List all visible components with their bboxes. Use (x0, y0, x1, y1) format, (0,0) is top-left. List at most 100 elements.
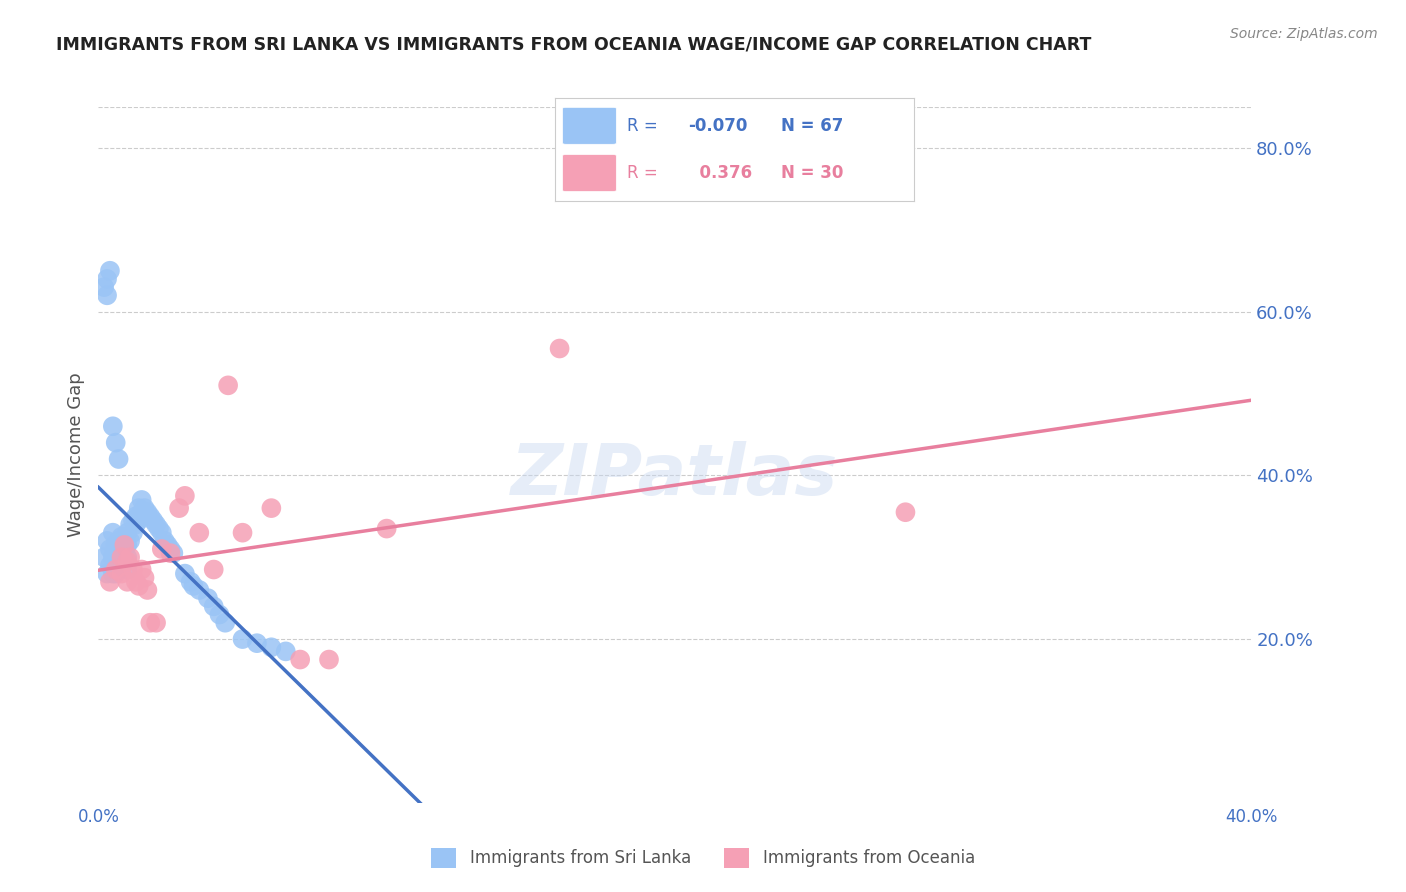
Point (117, 550, 139, 565)
Point (98, 574, 121, 589)
Point (188, 525, 211, 540)
Point (260, 501, 283, 516)
Point (145, 517, 167, 532)
Point (125, 574, 148, 589)
Point (117, 562, 139, 576)
Point (104, 435, 127, 450)
Point (139, 615, 162, 630)
Text: N = 30: N = 30 (782, 164, 844, 182)
Point (134, 501, 156, 516)
Point (246, 636, 269, 650)
Point (128, 501, 150, 516)
Point (162, 546, 184, 560)
Point (290, 652, 312, 666)
Point (96, 272, 118, 286)
Point (107, 562, 129, 576)
Point (260, 640, 283, 655)
Point (128, 579, 150, 593)
Point (231, 525, 254, 540)
Point (117, 525, 139, 540)
Text: N = 67: N = 67 (782, 117, 844, 135)
Point (96, 288, 118, 302)
Point (150, 542, 173, 557)
Point (104, 566, 127, 581)
Point (142, 513, 165, 527)
Point (122, 513, 145, 527)
Point (117, 574, 139, 589)
Point (98, 558, 121, 573)
Point (120, 550, 142, 565)
Point (117, 538, 139, 552)
Point (148, 522, 170, 536)
Point (167, 501, 190, 516)
Point (131, 562, 153, 576)
Point (101, 419, 124, 434)
Legend: Immigrants from Sri Lanka, Immigrants from Oceania: Immigrants from Sri Lanka, Immigrants fr… (425, 841, 981, 875)
Point (110, 550, 132, 565)
Point (122, 525, 145, 540)
Point (183, 579, 205, 593)
Point (208, 607, 231, 622)
Point (150, 525, 173, 540)
Point (93, 280, 115, 294)
Point (110, 566, 132, 581)
Point (153, 533, 176, 548)
Point (202, 562, 225, 576)
Point (101, 550, 124, 565)
Point (134, 509, 156, 524)
Point (104, 538, 127, 552)
Point (156, 538, 179, 552)
Point (107, 546, 129, 560)
Point (107, 533, 129, 548)
Point (110, 554, 132, 568)
Text: -0.070: -0.070 (688, 117, 748, 135)
Point (110, 550, 132, 565)
Point (375, 522, 398, 536)
Point (217, 378, 239, 392)
Text: IMMIGRANTS FROM SRI LANKA VS IMMIGRANTS FROM OCEANIA WAGE/INCOME GAP CORRELATION: IMMIGRANTS FROM SRI LANKA VS IMMIGRANTS … (56, 36, 1091, 54)
Point (107, 452, 129, 467)
Point (159, 542, 181, 557)
Point (894, 505, 917, 519)
Point (128, 513, 150, 527)
Point (202, 599, 225, 614)
Point (96, 533, 118, 548)
Point (214, 615, 236, 630)
Point (180, 574, 202, 589)
Point (125, 509, 148, 524)
Point (159, 546, 181, 560)
Point (101, 566, 124, 581)
Point (134, 571, 156, 585)
Point (112, 538, 135, 552)
Point (110, 530, 132, 544)
Point (112, 533, 135, 548)
Point (122, 562, 145, 576)
Point (131, 492, 153, 507)
Point (112, 554, 135, 568)
Point (120, 517, 142, 532)
Point (101, 525, 124, 540)
Point (231, 632, 254, 646)
Text: R =: R = (627, 164, 664, 182)
Point (104, 554, 127, 568)
Point (104, 562, 127, 576)
Point (197, 591, 219, 606)
Point (120, 533, 142, 548)
Point (96, 566, 118, 581)
Point (117, 554, 139, 568)
Point (188, 582, 211, 597)
Point (174, 489, 197, 503)
Point (125, 517, 148, 532)
FancyBboxPatch shape (562, 154, 616, 192)
Point (98, 264, 121, 278)
Text: R =: R = (627, 117, 664, 135)
Point (318, 652, 340, 666)
Y-axis label: Wage/Income Gap: Wage/Income Gap (66, 373, 84, 537)
Text: ZIPatlas: ZIPatlas (512, 442, 838, 510)
Point (93, 550, 115, 565)
Point (110, 542, 132, 557)
Point (174, 566, 197, 581)
Point (274, 644, 297, 658)
FancyBboxPatch shape (562, 107, 616, 145)
Point (112, 542, 135, 557)
